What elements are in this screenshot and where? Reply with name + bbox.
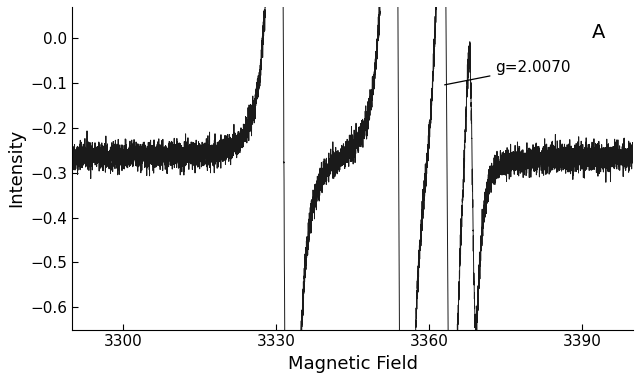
Text: g=2.0070: g=2.0070 [445, 60, 571, 85]
X-axis label: Magnetic Field: Magnetic Field [288, 355, 418, 373]
Text: A: A [591, 23, 605, 42]
Y-axis label: Intensity: Intensity [7, 129, 25, 207]
